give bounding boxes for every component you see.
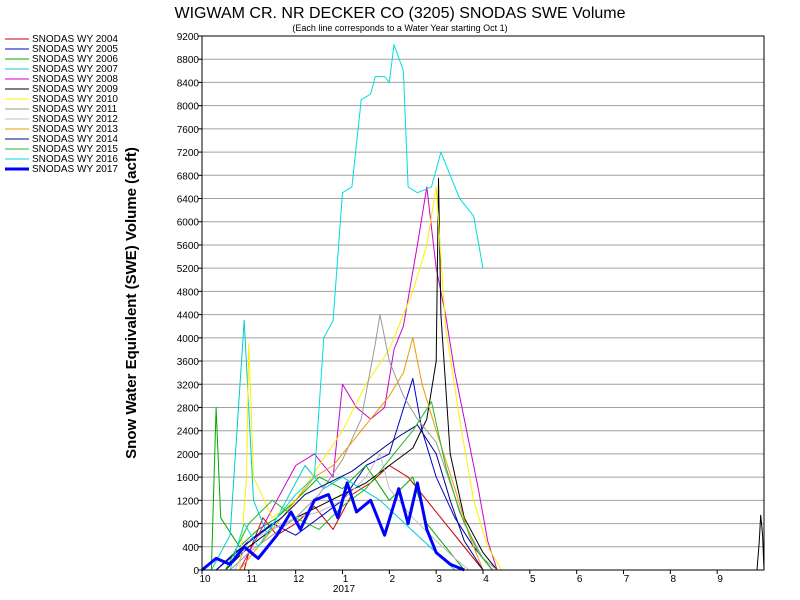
chart-title: WIGWAM CR. NR DECKER CO (3205) SNODAS SW…	[174, 5, 625, 22]
series-line-7	[239, 186, 503, 571]
chart-subtitle: (Each line corresponds to a Water Year s…	[292, 23, 507, 33]
y-tick-label: 4000	[177, 334, 200, 345]
y-tick-label: 5200	[177, 264, 200, 275]
y-tick-label: 1600	[177, 473, 200, 484]
legend-label: SNODAS WY 2016	[32, 154, 118, 165]
y-tick-label: 400	[182, 543, 199, 554]
x-tick-label: 12	[293, 574, 305, 585]
legend-label: SNODAS WY 2012	[32, 114, 118, 125]
x-tick-label: 7	[624, 574, 630, 585]
series-line-4	[210, 319, 456, 571]
x-year-label: 2017	[333, 584, 356, 595]
legend-label: SNODAS WY 2009	[32, 84, 118, 95]
x-tick-label: 5	[530, 574, 536, 585]
y-axis-label: Snow Water Equivalent (SWE) Volume (acft…	[123, 147, 140, 459]
series-line-5	[239, 186, 498, 571]
legend-label: SNODAS WY 2017	[32, 164, 118, 175]
y-tick-label: 4800	[177, 287, 200, 298]
series-line-11	[215, 424, 484, 571]
x-tick-label: 8	[671, 574, 677, 585]
y-tick-label: 5600	[177, 241, 200, 252]
series-line-1	[243, 465, 484, 571]
legend-label: SNODAS WY 2006	[32, 54, 118, 65]
y-tick-label: 2400	[177, 427, 200, 438]
series-line-14	[201, 481, 465, 572]
series-line-6	[225, 177, 498, 571]
y-tick-label: 6800	[177, 171, 200, 182]
y-tick-label: 800	[182, 520, 199, 531]
y-ticks: 0 400 800 1200 1600 2000 2400 2800 3200 3600 4000 4…	[177, 32, 202, 577]
y-tick-label: 1200	[177, 496, 200, 507]
y-tick-label: 8400	[177, 78, 200, 89]
grid	[202, 35, 764, 571]
legend-label: SNODAS WY 2014	[32, 134, 118, 145]
legend-label: SNODAS WY 2005	[32, 44, 118, 55]
y-tick-label: 8000	[177, 102, 200, 113]
y-tick-label: 8800	[177, 55, 200, 66]
x-tick-label: 11	[247, 574, 258, 585]
series-line-13	[229, 44, 484, 571]
y-tick-label: 3200	[177, 380, 200, 391]
x-tick-label: 1	[343, 574, 349, 585]
legend-label: SNODAS WY 2011	[32, 104, 118, 115]
series-line-10	[239, 337, 484, 571]
x-tick-label: 6	[577, 574, 583, 585]
y-tick-label: 7600	[177, 125, 200, 136]
x-tick-label: 10	[199, 574, 211, 585]
y-tick-label: 4400	[177, 311, 200, 322]
plot-frame	[201, 35, 765, 571]
series-group	[201, 44, 765, 572]
y-tick-label: 6000	[177, 218, 200, 229]
legend-label: SNODAS WY 2015	[32, 144, 118, 155]
x-tick-label: 4	[483, 574, 489, 585]
late-season-peak-line	[756, 514, 765, 571]
y-tick-label: 9200	[177, 32, 200, 43]
legend-label: SNODAS WY 2008	[32, 74, 118, 85]
y-tick-label: 2000	[177, 450, 200, 461]
x-tick-label: 9	[717, 574, 723, 585]
x-tick-label: 2	[390, 574, 396, 585]
y-tick-label: 6400	[177, 195, 200, 206]
legend-label: SNODAS WY 2007	[32, 64, 118, 75]
y-tick-label: 3600	[177, 357, 200, 368]
legend-label: SNODAS WY 2013	[32, 124, 118, 135]
x-tick-label: 3	[436, 574, 442, 585]
y-tick-label: 2800	[177, 403, 200, 414]
y-tick-label: 7200	[177, 148, 200, 159]
x-ticks: 10 11 12 1 2 3 4 5 6 7 8 9	[199, 570, 723, 585]
y-tick-label: 0	[193, 566, 199, 577]
legend-label: SNODAS WY 2004	[32, 34, 118, 45]
legend-label: SNODAS WY 2010	[32, 94, 118, 105]
series-line-12	[224, 401, 493, 571]
